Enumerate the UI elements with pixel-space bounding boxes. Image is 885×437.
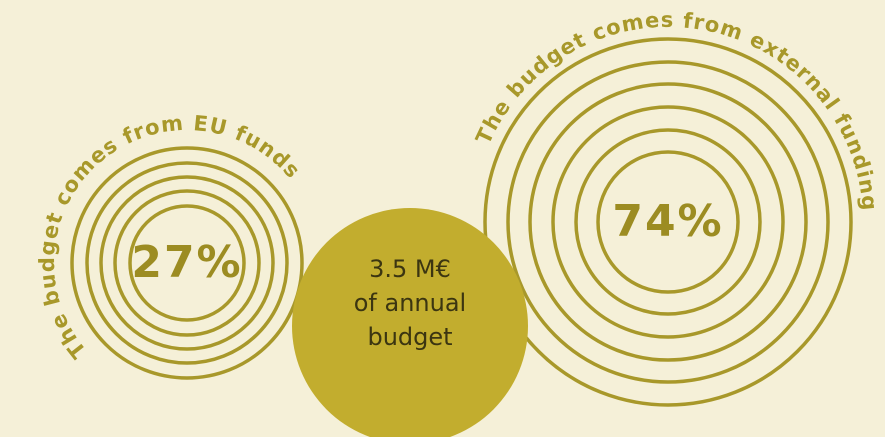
center-text: of annual — [354, 289, 466, 317]
ring — [128, 204, 246, 322]
ring — [483, 37, 853, 407]
ring — [528, 82, 808, 362]
center-text: 3.5 M€ — [369, 255, 451, 283]
percentage: 74% — [612, 196, 723, 247]
ring — [70, 146, 304, 380]
percentage: 27% — [131, 237, 242, 288]
ring — [574, 128, 762, 316]
ring — [551, 105, 785, 339]
ring — [596, 150, 740, 294]
ring — [99, 175, 275, 351]
center-disc — [292, 208, 528, 437]
center-text: budget — [367, 323, 452, 351]
ring — [113, 189, 261, 337]
ring — [85, 161, 289, 365]
ring — [506, 60, 830, 384]
